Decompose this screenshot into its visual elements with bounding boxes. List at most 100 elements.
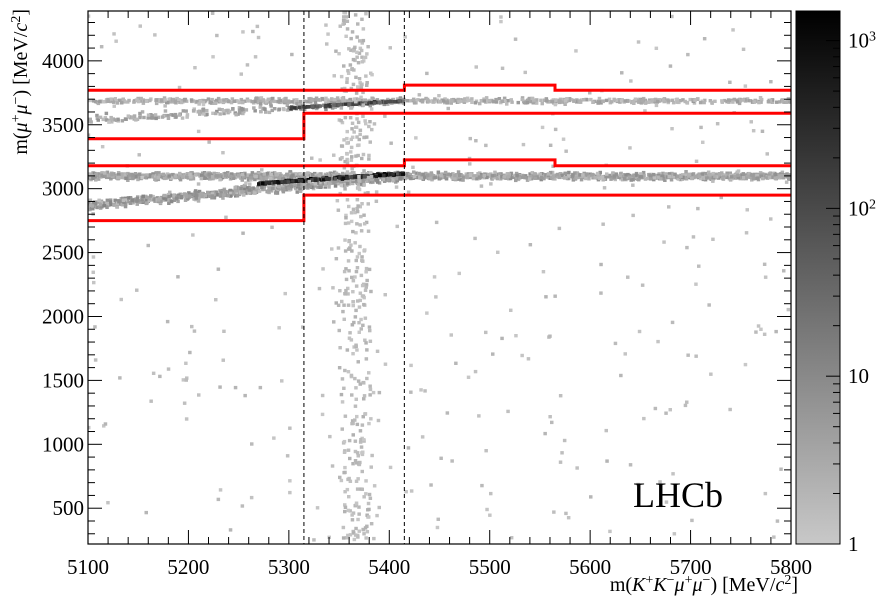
histogram-cell — [135, 196, 140, 201]
histogram-cell — [126, 196, 131, 200]
histogram-cell — [317, 286, 322, 291]
histogram-cell — [259, 175, 263, 179]
histogram-cell — [154, 101, 159, 106]
colorbar-tick-label: 1 — [848, 532, 859, 556]
histogram-cell — [365, 83, 369, 87]
y-tick-label: 3000 — [42, 177, 84, 201]
histogram-cell — [312, 104, 317, 108]
histogram-cell — [477, 175, 482, 179]
histogram-cell — [336, 303, 341, 307]
histogram-cell — [550, 100, 555, 104]
histogram-cell — [242, 193, 246, 197]
histogram-cell — [419, 388, 423, 392]
histogram-cell — [377, 181, 382, 185]
histogram-cell — [595, 171, 600, 176]
histogram-cell — [88, 425, 91, 430]
histogram-cell — [298, 99, 303, 104]
x-tick-label: 5800 — [770, 555, 812, 579]
histogram-cell — [242, 109, 246, 114]
histogram-cell — [246, 178, 251, 182]
histogram-cell — [144, 510, 148, 515]
histogram-cell — [372, 484, 377, 488]
histogram-cell — [348, 479, 353, 483]
histogram-cell — [358, 223, 362, 227]
histogram-cell — [377, 100, 381, 105]
histogram-cell — [241, 100, 245, 105]
histogram-cell — [552, 510, 556, 514]
histogram-cell — [392, 176, 397, 180]
histogram-cell — [130, 172, 134, 177]
histogram-cell — [343, 509, 347, 514]
histogram-cell — [368, 496, 373, 500]
histogram-cell — [605, 459, 609, 463]
histogram-cell — [340, 156, 344, 160]
histogram-cell — [179, 195, 184, 199]
histogram-cell — [324, 96, 328, 100]
histogram-cell — [342, 166, 347, 170]
histogram-cell — [324, 107, 328, 112]
histogram-cell — [368, 140, 372, 144]
axis-title-part: m( — [10, 132, 32, 155]
histogram-cell — [353, 45, 357, 49]
histogram-cell — [553, 294, 557, 298]
histogram-cell — [184, 417, 189, 421]
histogram-cell — [215, 193, 219, 197]
histogram-cell — [364, 536, 368, 540]
histogram-cell — [351, 57, 356, 62]
histogram-cell — [267, 100, 271, 104]
histogram-cell — [335, 172, 339, 177]
axis-title-part: − — [9, 96, 24, 104]
histogram-cell — [378, 173, 382, 178]
lhcb-watermark: LHCb — [633, 475, 723, 515]
histogram-cell — [355, 414, 359, 419]
histogram-cell — [350, 275, 354, 280]
histogram-cell — [136, 177, 140, 182]
histogram-cell — [221, 196, 225, 200]
histogram-cell — [107, 120, 111, 124]
histogram-cell — [346, 221, 351, 225]
histogram-cell — [360, 55, 364, 59]
histogram-cell — [361, 450, 365, 454]
histogram-cell — [454, 361, 458, 365]
histogram-cell — [599, 291, 603, 295]
histogram-cell — [137, 153, 141, 157]
histogram-cell — [528, 172, 532, 176]
histogram-cell — [425, 311, 429, 315]
histogram-cell — [500, 99, 504, 103]
histogram-cell — [223, 189, 228, 194]
colorbar-gradient — [796, 11, 840, 544]
histogram-cell — [206, 97, 211, 101]
histogram-cell — [185, 376, 189, 380]
histogram-cell — [364, 122, 368, 126]
histogram-cell — [169, 199, 174, 204]
axis-title-part: c — [10, 23, 32, 32]
histogram-cell — [473, 236, 477, 241]
histogram-cell — [305, 184, 309, 188]
histogram-cell — [346, 533, 350, 538]
histogram-cell — [340, 299, 344, 304]
histogram-cell — [488, 513, 492, 517]
histogram-cell — [755, 173, 759, 178]
y-tick-label: 2000 — [42, 304, 84, 328]
histogram-cell — [668, 64, 673, 68]
histogram-cell — [277, 326, 281, 330]
histogram-cell — [364, 283, 369, 287]
histogram-cell — [683, 174, 688, 179]
histogram-cell — [345, 161, 350, 165]
histogram-cell — [688, 97, 692, 102]
histogram-cell — [526, 357, 531, 361]
histogram-cell — [463, 97, 467, 101]
histogram-cell — [586, 175, 591, 179]
histogram-cell — [690, 518, 694, 523]
histogram-cell — [750, 178, 754, 182]
histogram-cell — [229, 188, 233, 193]
histogram-cell — [327, 103, 331, 107]
histogram-cell — [271, 174, 275, 178]
histogram-cell — [542, 176, 546, 181]
histogram-cell — [344, 277, 349, 282]
histogram-cell — [627, 175, 632, 179]
histogram-cell — [142, 115, 146, 120]
histogram-cell — [93, 202, 98, 206]
histogram-cell — [356, 454, 360, 458]
histogram-cell — [472, 174, 477, 178]
